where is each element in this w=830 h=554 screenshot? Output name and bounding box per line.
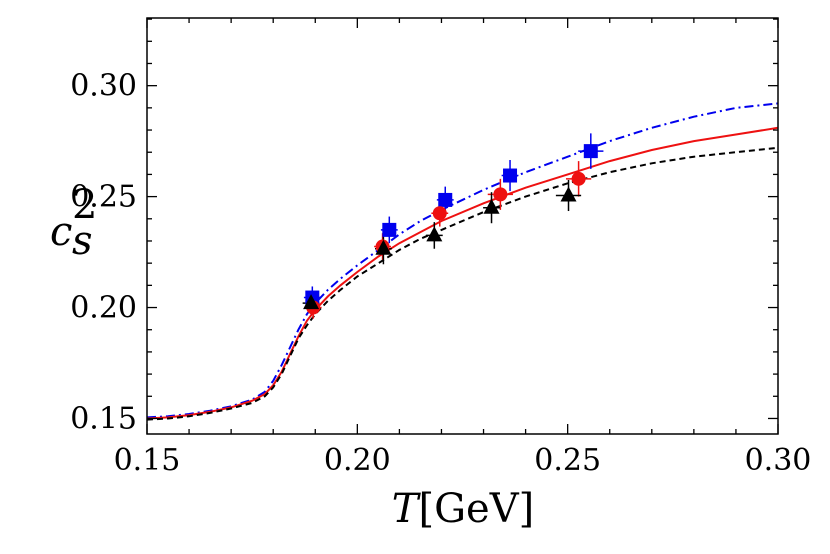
- x-axis-label-unit: [GeV]: [418, 486, 534, 532]
- x-axis-label-symbol: T: [392, 486, 422, 532]
- tick-labels: 0.15 0.20 0.25 0.30 0.15 0.20 0.25 0.30: [70, 69, 811, 478]
- x-tick-label: 0.25: [534, 443, 601, 478]
- y-tick-label: 0.30: [70, 69, 137, 104]
- y-axis-label-symbol: c: [50, 209, 72, 255]
- curve-black-triangle-marker: [375, 239, 392, 255]
- x-tick-label: 0.15: [114, 443, 181, 478]
- curve-blue-square-marker: [583, 144, 598, 159]
- curve-black-triangle-marker: [303, 294, 320, 310]
- curve-red-circle-marker: [493, 187, 508, 202]
- markers: [303, 144, 598, 315]
- curve-blue-square-marker: [503, 168, 518, 183]
- curve-blue-square-marker: [382, 222, 397, 237]
- y-tick-label: 0.25: [70, 180, 137, 215]
- plot-frame: [146, 17, 779, 435]
- y-axis-label-subscript: s: [72, 218, 93, 264]
- curve-black-triangle-marker: [560, 186, 577, 202]
- curve-red-circle-marker: [571, 171, 586, 186]
- y-axis-label-superscript: 2: [72, 182, 97, 228]
- curve-blue-square-marker: [438, 192, 453, 207]
- curves: [146, 102, 779, 421]
- curve-black-triangle-marker: [483, 198, 500, 214]
- x-axis-label: T[GeV]: [392, 486, 534, 532]
- y-axis-label: c: [50, 209, 72, 255]
- curve-red-circle-marker: [432, 206, 447, 221]
- curve-red-line: [146, 126, 779, 420]
- y-tick-label: 0.20: [70, 291, 137, 326]
- x-tick-label: 0.30: [745, 443, 812, 478]
- x-tick-label: 0.20: [324, 443, 391, 478]
- axis-ticks: [146, 18, 779, 434]
- curve-black-line: [146, 146, 779, 421]
- y-tick-label: 0.15: [70, 401, 137, 436]
- curve-blue-line: [146, 102, 779, 419]
- curve-black-triangle-marker: [426, 226, 443, 242]
